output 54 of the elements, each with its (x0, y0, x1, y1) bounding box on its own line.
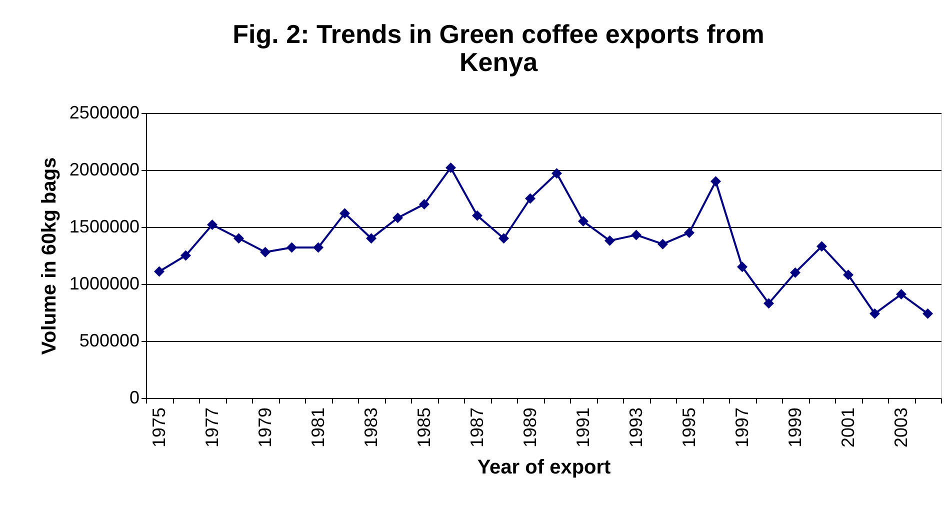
x-tick-label: 1997 (732, 408, 752, 448)
point (286, 242, 297, 253)
point (313, 242, 324, 253)
point (790, 267, 800, 278)
x-tick-label: 1985 (414, 408, 434, 448)
x-tick-label: 2003 (890, 408, 911, 448)
point (843, 270, 854, 280)
point (498, 233, 509, 244)
point (234, 233, 244, 244)
point (896, 289, 906, 300)
point (764, 298, 774, 309)
x-axis-title: Year of export (477, 456, 612, 479)
y-tick-label: 1000000 (69, 274, 140, 294)
point (552, 168, 562, 179)
point (737, 262, 748, 272)
point (631, 230, 642, 240)
x-tick-label: 1975 (148, 408, 169, 448)
y-tick-label: 2000000 (69, 160, 140, 180)
y-axis-title: Volume in 60kg bags (38, 157, 60, 355)
x-tick-label: 1977 (202, 408, 222, 448)
x-tick-label: 1991 (572, 408, 593, 448)
x-tick-label: 1995 (678, 408, 699, 448)
x-tick-label: 1987 (466, 408, 487, 448)
x-tick-label: 1999 (784, 408, 805, 448)
point (446, 162, 456, 173)
x-tick-label: 1981 (308, 408, 328, 448)
x-tick-label: 1979 (254, 408, 275, 448)
point (366, 233, 376, 244)
point (154, 266, 164, 277)
x-tick-label: 1983 (360, 408, 381, 448)
x-tick-label: 2001 (838, 408, 858, 448)
chart-title: Fig. 2: Trends in Green coffee exports from Kenya (232, 19, 764, 77)
point (472, 210, 482, 221)
point (870, 308, 880, 319)
point (260, 246, 270, 258)
y-tick-label: 1500000 (69, 216, 140, 236)
x-tick-label: 1989 (520, 408, 540, 448)
y-tick-label: 0 (129, 388, 140, 408)
point (922, 308, 933, 319)
point (578, 216, 588, 227)
point (392, 212, 403, 224)
x-tick-label: 1993 (626, 408, 646, 448)
point (684, 227, 694, 238)
point (180, 250, 191, 261)
point (658, 238, 668, 250)
point (816, 241, 827, 252)
y-tick-label: 500000 (79, 330, 140, 350)
point (604, 235, 615, 246)
point (710, 176, 721, 187)
point (419, 198, 430, 210)
point (525, 193, 536, 204)
point (340, 208, 350, 219)
y-tick-label: 2500000 (69, 102, 140, 122)
point (207, 219, 218, 230)
